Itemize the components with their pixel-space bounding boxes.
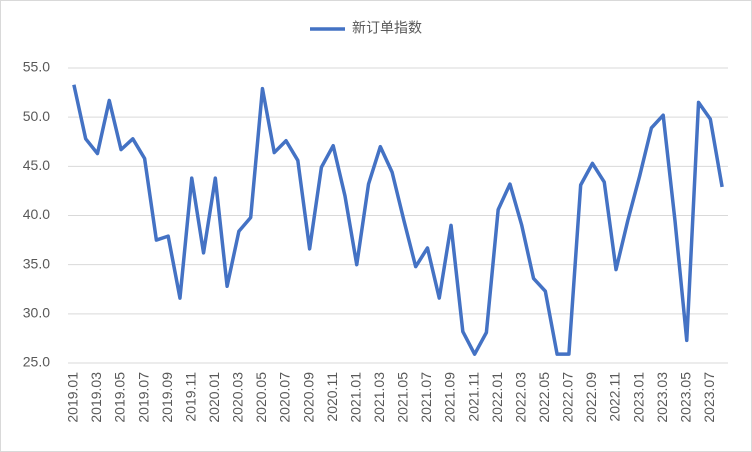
x-tick-label: 2022.01	[489, 372, 505, 423]
y-tick-label: 40.0	[23, 206, 50, 222]
x-tick-label: 2021.07	[418, 372, 434, 423]
x-tick-label: 2019.01	[65, 372, 81, 423]
x-tick-label: 2019.05	[112, 372, 128, 423]
x-tick-label: 2022.03	[512, 372, 528, 423]
x-tick-label: 2022.11	[607, 372, 623, 422]
x-tick-label: 2021.05	[395, 372, 411, 423]
x-tick-label: 2021.01	[347, 372, 363, 423]
data-line	[72, 84, 724, 356]
x-tick-label: 2020.05	[253, 372, 269, 423]
x-tick-label: 2020.11	[324, 372, 340, 422]
x-tick-label: 2021.09	[442, 372, 458, 423]
x-tick-label: 2019.03	[88, 372, 104, 423]
y-tick-label: 55.0	[23, 59, 50, 75]
legend-label: 新订单指数	[352, 20, 422, 36]
y-tick-label: 45.0	[23, 157, 50, 173]
x-tick-label: 2021.11	[465, 372, 481, 422]
y-tick-label: 25.0	[23, 354, 50, 370]
x-tick-label: 2021.03	[371, 372, 387, 423]
x-tick-label: 2023.07	[701, 372, 717, 423]
y-tick-label: 30.0	[23, 305, 50, 321]
x-tick-label: 2022.09	[583, 372, 599, 423]
x-tick-label: 2020.07	[277, 372, 293, 423]
x-tick-label: 2020.03	[230, 372, 246, 423]
x-tick-label: 2019.09	[159, 372, 175, 423]
y-tick-label: 35.0	[23, 255, 50, 271]
x-tick-label: 2019.11	[182, 372, 198, 422]
x-tick-label: 2023.03	[654, 372, 670, 423]
x-tick-label: 2020.09	[300, 372, 316, 423]
x-tick-label: 2020.01	[206, 372, 222, 423]
x-tick-label: 2023.01	[630, 372, 646, 423]
x-tick-label: 2019.07	[135, 372, 151, 423]
y-tick-label: 50.0	[23, 108, 50, 124]
x-tick-label: 2022.07	[560, 372, 576, 423]
x-tick-label: 2022.05	[536, 372, 552, 423]
x-tick-label: 2023.05	[677, 372, 693, 423]
